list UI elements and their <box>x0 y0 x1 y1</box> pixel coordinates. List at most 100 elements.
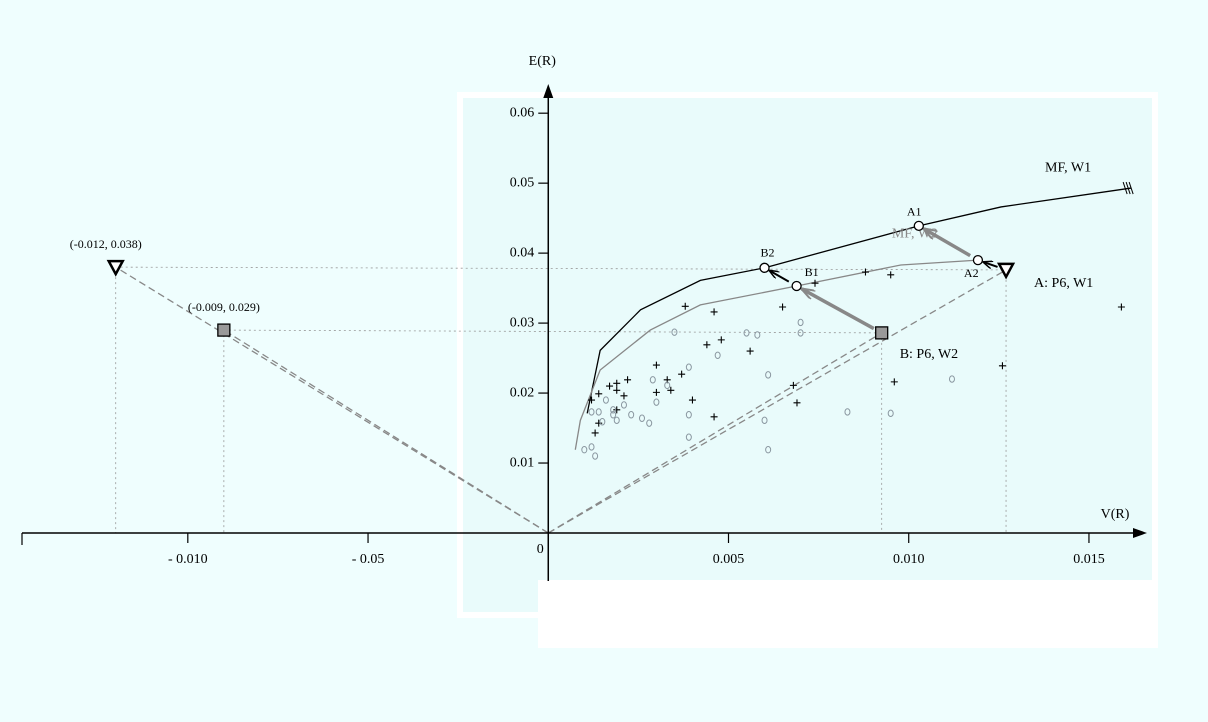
plus-point <box>652 388 660 396</box>
circle-point <box>653 398 660 406</box>
panel <box>457 92 1158 618</box>
plus-point <box>613 379 621 387</box>
circle-point <box>948 375 955 383</box>
circle-point <box>685 433 692 441</box>
plus-point <box>746 347 754 355</box>
point-label: A1 <box>907 205 922 219</box>
frontier-point <box>791 280 802 292</box>
y-axis-arrow <box>543 84 554 98</box>
plus-point <box>890 378 898 386</box>
y-tick-label: 0.04 <box>510 245 535 260</box>
x-tick-label: 0.015 <box>1073 552 1105 567</box>
reflection-label: (-0.009, 0.029) <box>188 300 260 314</box>
ray <box>547 332 883 534</box>
circle-point <box>844 408 851 416</box>
circle-point <box>588 443 595 451</box>
circle-point <box>685 363 692 371</box>
arrow <box>770 271 790 283</box>
circle-point <box>714 351 721 359</box>
circle-point <box>588 408 595 416</box>
frontier-point <box>759 262 770 273</box>
circle-point <box>628 411 635 419</box>
circle-point <box>613 416 620 425</box>
frontier-end-hatch <box>1122 181 1128 195</box>
x-tick-label: - 0.05 <box>352 552 385 567</box>
reflection-label: (-0.012, 0.038) <box>70 237 142 251</box>
plus-point <box>703 341 711 349</box>
y-tick-label: 0.02 <box>510 385 535 400</box>
frontier-point <box>972 254 984 266</box>
plus-point <box>588 396 596 404</box>
plus-point <box>710 413 718 421</box>
frontier-end-hatch <box>1125 181 1131 195</box>
x-axis-label: V(R) <box>1101 507 1130 522</box>
plus-point <box>717 336 725 344</box>
plus-point <box>606 382 614 390</box>
arrow <box>924 229 972 258</box>
x-axis-arrow <box>1133 528 1147 538</box>
circle-point <box>581 446 588 454</box>
ray <box>223 329 549 534</box>
plus-point <box>688 396 696 404</box>
circle-point <box>599 418 606 426</box>
frontier-curve <box>574 259 978 450</box>
plus-point <box>998 362 1006 370</box>
frontier-curve <box>586 187 1132 414</box>
plus-point <box>681 302 689 310</box>
circle-point <box>610 406 617 414</box>
y-tick-label: 0.06 <box>510 105 535 120</box>
x-tick-label: - 0.010 <box>168 552 208 567</box>
circle-point <box>592 452 599 460</box>
circle-point <box>671 328 678 336</box>
frontier-point <box>913 220 924 231</box>
portfolio-marker <box>875 326 889 340</box>
frontier-end-hatch <box>1128 181 1134 195</box>
plus-point <box>620 392 628 400</box>
circle-point <box>743 329 750 337</box>
point-label: B1 <box>805 265 819 279</box>
plus-point <box>710 308 718 316</box>
circle-point <box>887 409 894 418</box>
circle-point <box>664 381 671 390</box>
portfolio-label: B: P6, W2 <box>900 347 958 362</box>
plus-point <box>1117 303 1125 311</box>
plus-point <box>678 370 686 378</box>
plus-point <box>779 303 787 311</box>
plus-point <box>652 361 660 369</box>
y-tick-label: 0.05 <box>510 175 535 190</box>
legend-label: MF, W1 <box>1045 160 1091 175</box>
origin-label: 0 <box>537 542 544 557</box>
y-axis-label: E(R) <box>529 54 557 69</box>
x-tick-label: 0.005 <box>713 552 745 567</box>
x-tick-label: 0.010 <box>893 552 925 567</box>
circle-point <box>638 414 645 422</box>
circle-point <box>761 416 768 425</box>
arrow <box>984 262 998 267</box>
plus-point <box>591 429 599 437</box>
arrow <box>802 289 875 331</box>
circle-point <box>754 331 761 339</box>
circle-point <box>649 376 656 384</box>
plus-point <box>613 386 621 394</box>
projection-line <box>115 266 1007 271</box>
circle-point <box>610 411 617 419</box>
circle-point <box>602 396 609 404</box>
circle-point <box>765 371 772 379</box>
plus-point <box>789 381 797 389</box>
circle-point <box>620 401 627 409</box>
reflection-marker <box>217 323 231 337</box>
circle-point <box>685 411 692 419</box>
circle-point <box>797 318 804 327</box>
portfolio-marker <box>996 262 1016 280</box>
point-label: B2 <box>761 246 775 260</box>
plus-point <box>861 268 869 276</box>
portfolio-label: A: P6, W1 <box>1034 276 1093 291</box>
reflection-marker <box>106 259 125 277</box>
plus-point <box>793 399 801 407</box>
y-tick-label: 0.01 <box>510 455 535 470</box>
plus-point <box>613 406 621 414</box>
plus-point <box>811 279 819 287</box>
plus-point <box>667 386 675 394</box>
circle-point <box>595 408 602 416</box>
